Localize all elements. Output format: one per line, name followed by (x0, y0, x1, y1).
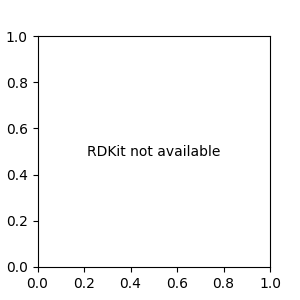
Text: RDKit not available: RDKit not available (87, 145, 220, 158)
